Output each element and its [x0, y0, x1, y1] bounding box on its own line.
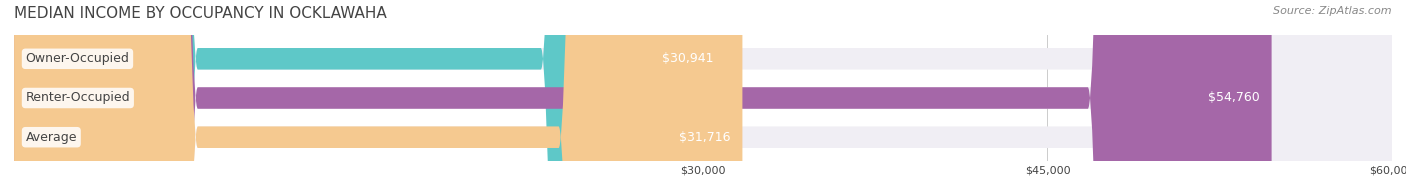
Text: MEDIAN INCOME BY OCCUPANCY IN OCKLAWAHA: MEDIAN INCOME BY OCCUPANCY IN OCKLAWAHA: [14, 6, 387, 21]
FancyBboxPatch shape: [14, 0, 1271, 196]
Text: $30,941: $30,941: [662, 52, 713, 65]
FancyBboxPatch shape: [14, 0, 724, 196]
Text: Source: ZipAtlas.com: Source: ZipAtlas.com: [1274, 6, 1392, 16]
FancyBboxPatch shape: [14, 0, 1392, 196]
Text: $54,760: $54,760: [1208, 92, 1260, 104]
Text: $31,716: $31,716: [679, 131, 731, 144]
Text: Renter-Occupied: Renter-Occupied: [25, 92, 131, 104]
FancyBboxPatch shape: [14, 0, 742, 196]
FancyBboxPatch shape: [14, 0, 1392, 196]
Text: Owner-Occupied: Owner-Occupied: [25, 52, 129, 65]
Text: Average: Average: [25, 131, 77, 144]
FancyBboxPatch shape: [14, 0, 1392, 196]
